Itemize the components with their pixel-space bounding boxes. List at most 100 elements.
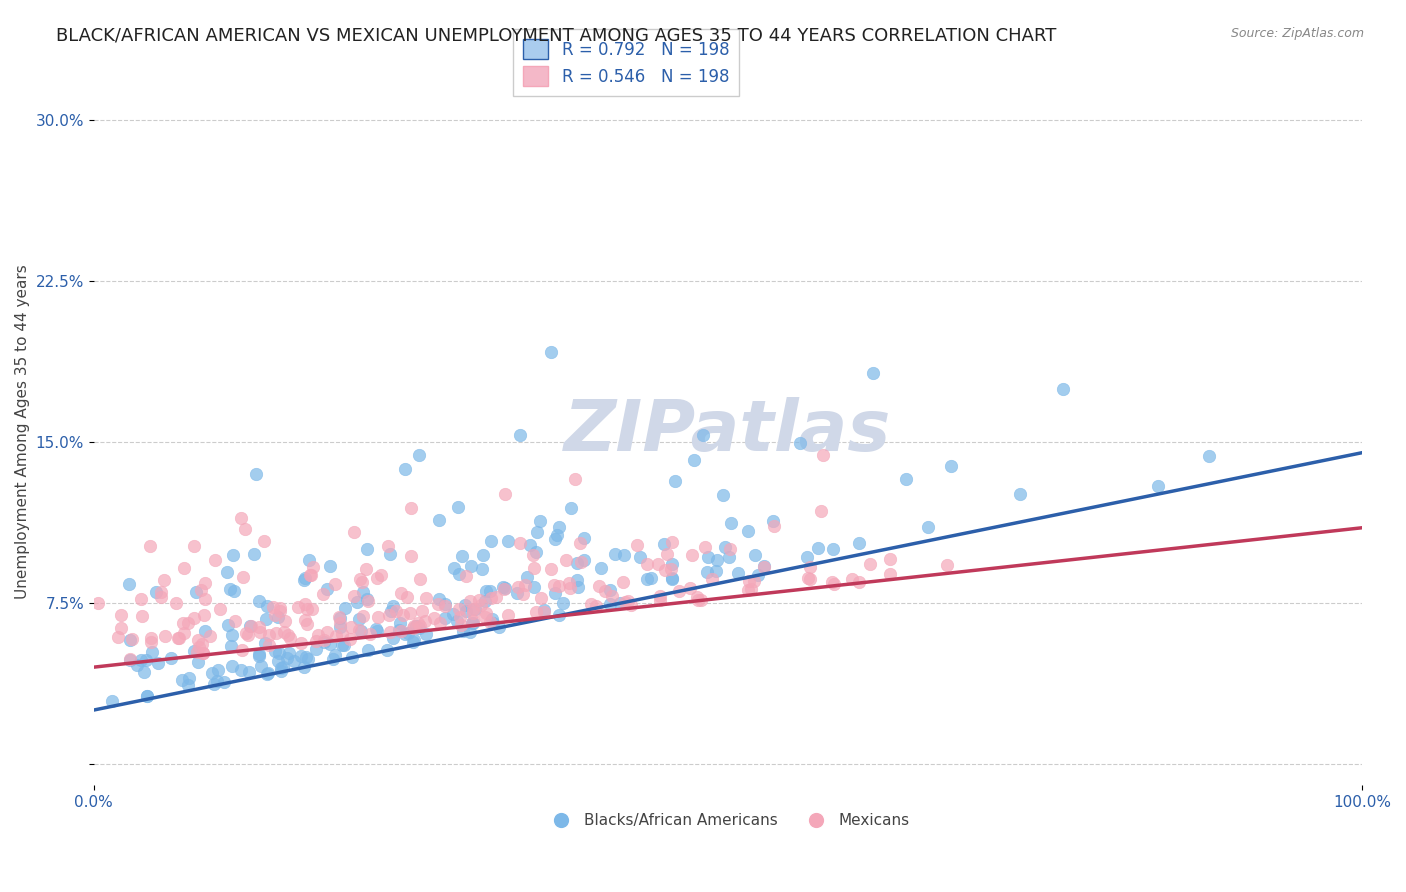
- Point: [292, 659, 315, 673]
- Point: [269, 601, 291, 615]
- Point: [129, 652, 152, 666]
- Point: [443, 561, 465, 575]
- Point: [166, 631, 188, 645]
- Point: [333, 601, 356, 615]
- Point: [593, 583, 616, 598]
- Point: [385, 604, 408, 618]
- Point: [238, 665, 260, 680]
- Point: [314, 633, 336, 648]
- Point: [367, 609, 389, 624]
- Point: [236, 628, 259, 642]
- Point: [496, 607, 519, 622]
- Point: [415, 627, 437, 641]
- Point: [202, 677, 225, 691]
- Point: [494, 581, 516, 595]
- Point: [720, 542, 742, 557]
- Point: [271, 660, 294, 674]
- Point: [572, 552, 595, 566]
- Point: [205, 674, 228, 689]
- Point: [266, 626, 288, 640]
- Point: [392, 608, 415, 623]
- Point: [250, 659, 273, 673]
- Point: [447, 567, 470, 582]
- Point: [411, 604, 433, 618]
- Point: [136, 690, 159, 704]
- Point: [307, 628, 329, 642]
- Point: [555, 553, 578, 567]
- Point: [547, 607, 569, 622]
- Point: [131, 609, 153, 624]
- Point: [585, 599, 607, 614]
- Point: [848, 536, 870, 550]
- Point: [821, 575, 844, 590]
- Point: [509, 536, 531, 550]
- Point: [807, 541, 830, 556]
- Point: [217, 565, 239, 579]
- Point: [121, 632, 143, 647]
- Point: [572, 531, 595, 545]
- Point: [447, 500, 470, 515]
- Point: [530, 591, 553, 605]
- Point: [413, 614, 436, 628]
- Point: [427, 592, 450, 607]
- Point: [463, 606, 485, 620]
- Point: [506, 580, 529, 594]
- Point: [395, 591, 418, 605]
- Point: [464, 602, 486, 616]
- Point: [482, 615, 505, 630]
- Text: Source: ZipAtlas.com: Source: ZipAtlas.com: [1230, 27, 1364, 40]
- Point: [254, 611, 277, 625]
- Point: [478, 615, 501, 629]
- Point: [187, 640, 209, 655]
- Point: [194, 591, 217, 606]
- Point: [270, 664, 292, 678]
- Point: [548, 579, 571, 593]
- Point: [415, 591, 437, 606]
- Point: [939, 458, 962, 473]
- Point: [224, 614, 246, 628]
- Point: [599, 583, 621, 598]
- Point: [173, 625, 195, 640]
- Point: [347, 612, 370, 626]
- Point: [686, 592, 709, 607]
- Point: [569, 555, 592, 569]
- Point: [533, 603, 555, 617]
- Point: [434, 599, 457, 614]
- Point: [101, 694, 124, 708]
- Point: [249, 624, 271, 639]
- Point: [204, 553, 226, 567]
- Point: [481, 612, 503, 626]
- Point: [304, 641, 326, 656]
- Point: [704, 565, 727, 579]
- Point: [648, 589, 671, 603]
- Point: [406, 616, 429, 631]
- Point: [183, 539, 205, 553]
- Point: [696, 565, 718, 579]
- Point: [458, 625, 481, 640]
- Point: [298, 567, 321, 582]
- Point: [186, 645, 208, 659]
- Point: [543, 578, 565, 592]
- Point: [640, 571, 662, 585]
- Point: [118, 633, 141, 648]
- Point: [661, 572, 683, 586]
- Point: [472, 549, 495, 563]
- Point: [402, 621, 425, 635]
- Point: [257, 665, 280, 680]
- Point: [110, 607, 132, 622]
- Point: [186, 585, 208, 599]
- Point: [239, 619, 262, 633]
- Point: [183, 611, 205, 625]
- Point: [449, 610, 471, 624]
- Point: [207, 663, 229, 677]
- Point: [319, 637, 342, 651]
- Point: [450, 617, 472, 632]
- Point: [650, 592, 672, 607]
- Point: [139, 631, 162, 645]
- Point: [661, 557, 683, 571]
- Point: [257, 628, 280, 642]
- Point: [470, 598, 492, 612]
- Point: [231, 642, 253, 657]
- Point: [380, 605, 402, 619]
- Point: [312, 635, 335, 649]
